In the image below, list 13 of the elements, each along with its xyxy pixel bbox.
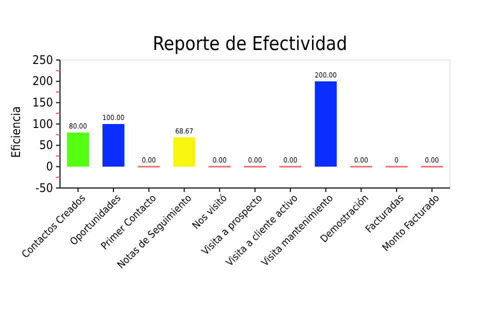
bar — [314, 81, 337, 167]
y-tick-label: 50 — [39, 138, 54, 152]
bar — [102, 124, 124, 167]
y-tick-label: 0 — [46, 160, 54, 174]
chart-title: Reporte de Efectividad — [152, 33, 348, 55]
y-axis-title: Eficiencia — [9, 106, 23, 158]
y-tick-label: 200 — [32, 74, 54, 88]
y-tick-label: 100 — [32, 116, 54, 131]
y-tick-label: 150 — [32, 96, 54, 110]
bar — [173, 137, 196, 167]
y-tick-label: -50 — [35, 180, 54, 195]
bar — [67, 132, 90, 167]
y-tick-label: 250 — [32, 52, 54, 67]
